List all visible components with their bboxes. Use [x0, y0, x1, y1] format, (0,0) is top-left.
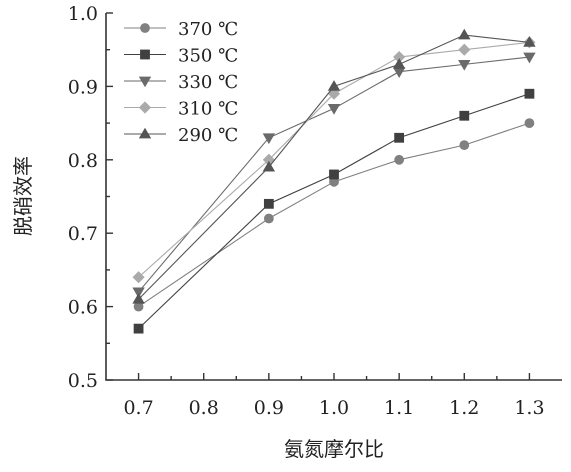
legend-label: 350 ℃ — [178, 46, 238, 67]
series-line — [138, 56, 530, 293]
x-tick-label: 1.0 — [319, 397, 349, 419]
legend: 370 ℃ 350 ℃ 330 ℃ 310 ℃ 290 ℃ — [124, 19, 238, 146]
x-tick-label: 1.3 — [514, 397, 544, 419]
data-point — [458, 43, 471, 56]
x-tick-label: 0.7 — [123, 397, 153, 419]
series — [133, 88, 535, 334]
x-tick-label: 0.8 — [189, 397, 219, 419]
legend-item: 310 ℃ — [124, 99, 238, 120]
axes-frame — [105, 13, 562, 381]
data-point — [458, 28, 471, 40]
y-tick-label: 0.6 — [68, 297, 98, 319]
x-tick-label: 1.2 — [449, 397, 479, 419]
legend-label: 330 ℃ — [178, 72, 238, 93]
data-point — [132, 287, 145, 299]
legend-marker — [140, 23, 150, 33]
data-point — [133, 323, 144, 334]
data-point — [459, 110, 470, 121]
y-tick-label: 0.9 — [68, 76, 98, 98]
legend-item: 290 ℃ — [124, 125, 238, 146]
data-point — [263, 198, 274, 209]
legend-item: 370 ℃ — [124, 19, 238, 40]
series-layer — [132, 28, 536, 334]
legend-item: 330 ℃ — [124, 72, 238, 93]
data-point — [459, 140, 470, 151]
legend-label: 290 ℃ — [178, 125, 238, 146]
x-axis-title: 氨氮摩尔比 — [284, 437, 384, 461]
data-point — [394, 154, 405, 165]
y-tick-label: 0.8 — [68, 150, 98, 172]
data-point — [394, 132, 405, 143]
legend-marker — [138, 101, 152, 114]
series — [132, 36, 536, 284]
y-axis-title: 脱硝效率 — [11, 156, 35, 236]
y-tick-label: 0.5 — [68, 370, 98, 392]
data-point — [327, 87, 341, 100]
data-point — [132, 271, 145, 284]
legend-marker — [138, 127, 152, 139]
series — [132, 52, 536, 299]
legend-marker — [138, 76, 152, 88]
series — [132, 28, 536, 304]
legend-item: 350 ℃ — [124, 46, 238, 67]
data-point — [263, 213, 274, 224]
data-point — [329, 169, 339, 180]
data-point — [392, 58, 406, 69]
series-line — [138, 93, 530, 330]
data-point — [458, 59, 471, 71]
data-point — [262, 133, 276, 145]
data-point — [524, 118, 535, 128]
x-tick-label: 0.9 — [254, 397, 284, 419]
plot-area: 0.5 0.6 0.7 0.8 0.9 1.0 0.7 0.8 0.9 1.0 1.1 1.2 1.3 — [68, 3, 562, 419]
x-tick-label: 1.1 — [384, 397, 414, 419]
series — [133, 118, 535, 312]
legend-label: 310 ℃ — [178, 99, 238, 120]
data-point — [327, 80, 341, 91]
data-point — [392, 67, 406, 79]
data-point — [132, 292, 145, 304]
data-point — [523, 52, 536, 64]
series-line — [138, 34, 530, 300]
data-point — [262, 160, 276, 172]
data-point — [524, 88, 535, 99]
series-line — [138, 122, 530, 308]
y-tick-label: 0.7 — [68, 223, 98, 245]
data-point — [523, 36, 536, 47]
data-point — [327, 104, 341, 115]
legend-label: 370 ℃ — [178, 19, 238, 40]
y-tick-label: 1.0 — [68, 3, 98, 25]
legend-marker — [140, 49, 150, 60]
